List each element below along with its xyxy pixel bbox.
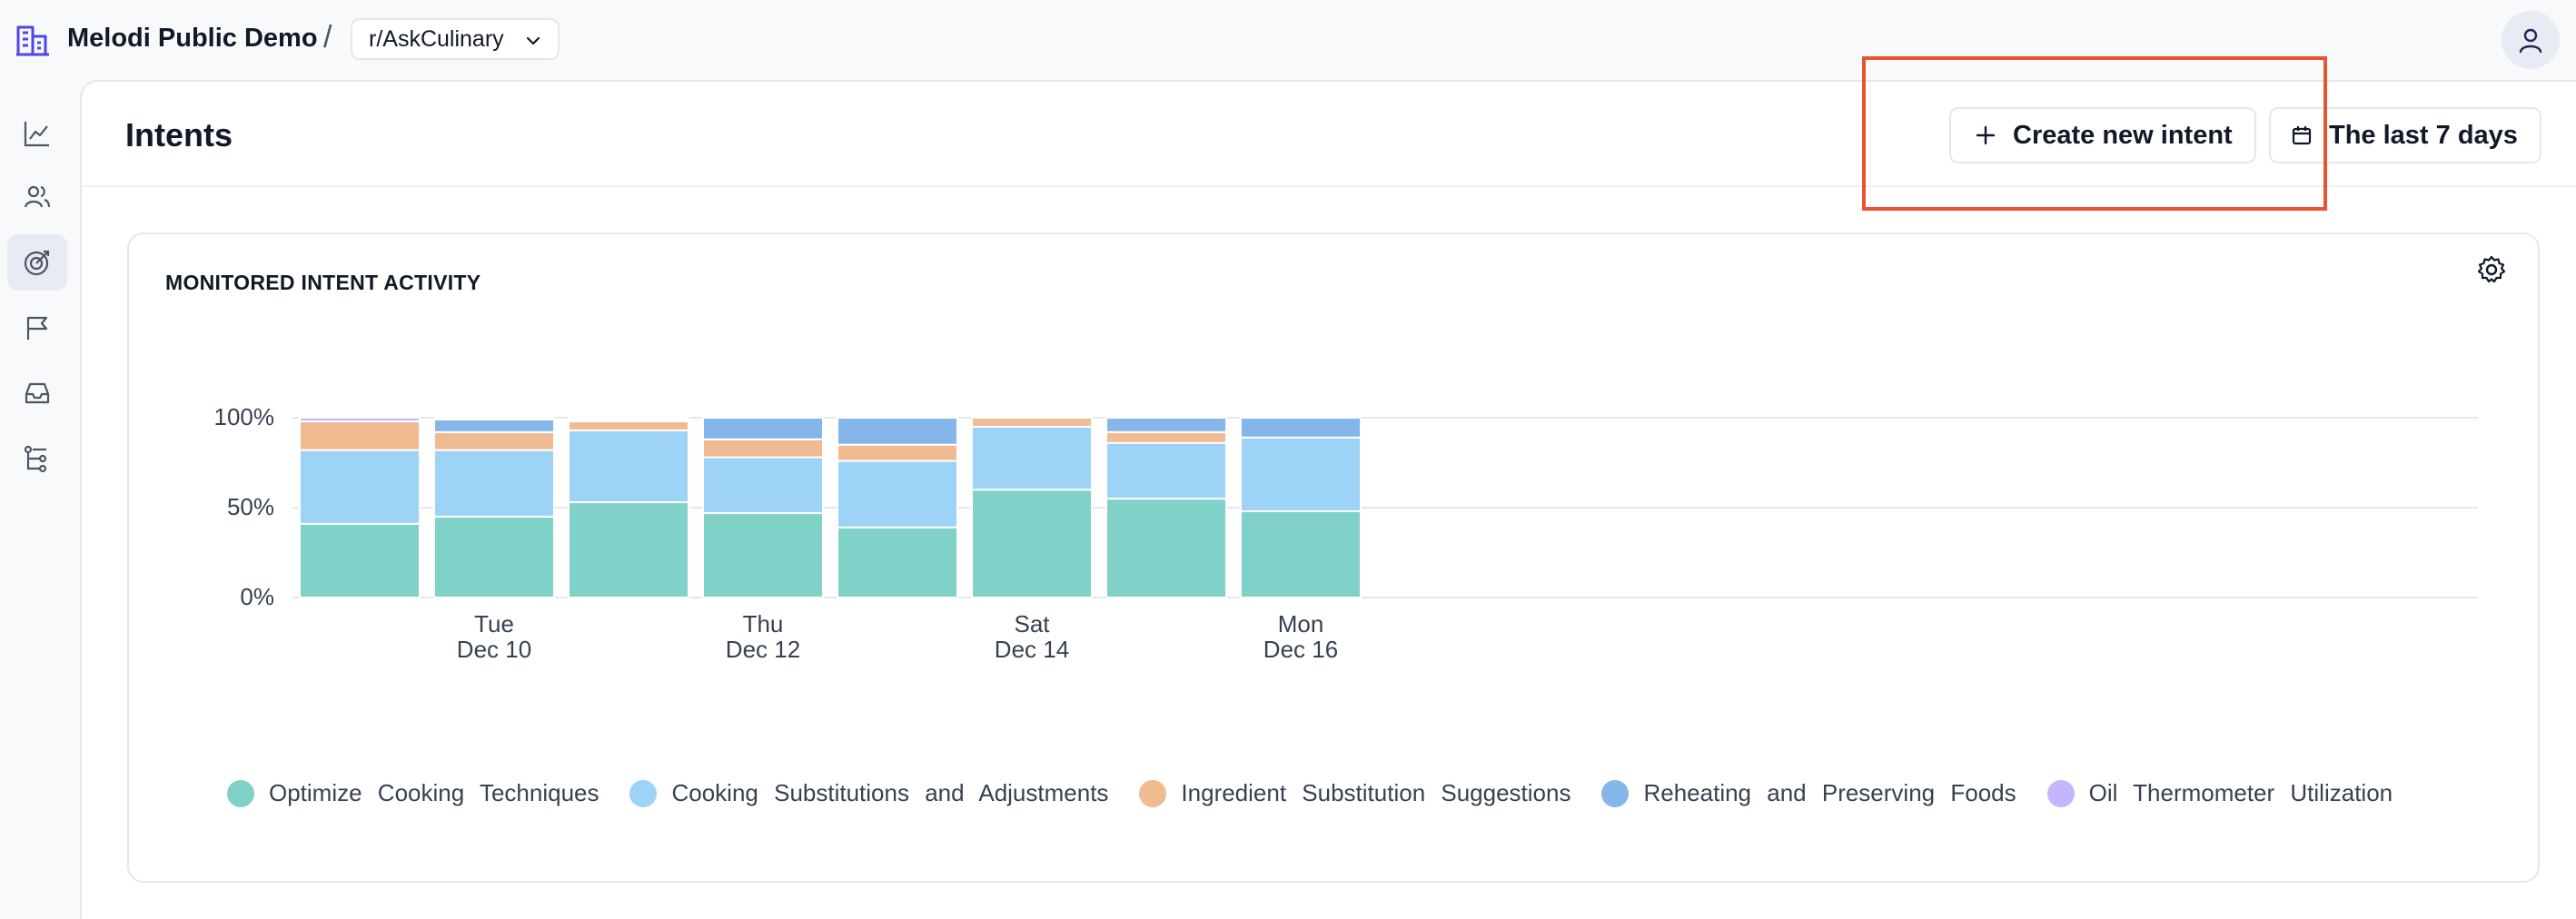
bar-segment [568, 429, 689, 504]
x-tick-date: Dec 14 [995, 636, 1069, 663]
bar-segment [299, 417, 421, 422]
legend-item[interactable]: Oil Thermometer Utilization [2046, 779, 2393, 807]
y-tick-label: 100% [214, 403, 275, 430]
bar-segment [433, 418, 555, 433]
legend-item[interactable]: Reheating and Preserving Foods [1601, 779, 2016, 807]
plus-icon [1976, 125, 1996, 145]
sidebar-item-users[interactable] [7, 169, 67, 225]
sidebar-item-flags[interactable] [7, 300, 67, 356]
bar-segment [568, 501, 689, 598]
chart-legend: Optimize Cooking Techniques Cooking Subst… [227, 779, 2423, 807]
bar-segment [837, 460, 958, 529]
x-tick-day: Mon [1278, 610, 1324, 637]
legend-swatch [2046, 779, 2075, 807]
bar-segment [1105, 441, 1227, 500]
page-title: Intents [125, 116, 233, 153]
bar-segment [299, 449, 421, 525]
calendar-icon [2292, 126, 2312, 145]
bar-segment [433, 430, 555, 451]
bar-segment [702, 438, 824, 459]
y-tick-label: 50% [227, 493, 274, 520]
x-tick-date: Dec 16 [1263, 636, 1338, 663]
bar-segment [433, 515, 555, 598]
legend-swatch [227, 779, 254, 807]
bar-segment [971, 425, 1093, 491]
legend-swatch [629, 779, 658, 807]
bar-segment [433, 417, 555, 420]
sidebar-item-hierarchy[interactable] [7, 430, 67, 487]
hierarchy-icon [24, 445, 47, 473]
x-tick-date: Dec 12 [726, 636, 800, 663]
bar-segment [1105, 417, 1227, 433]
date-range-label: The last 7 days [2329, 120, 2518, 150]
x-tick-day: Tue [474, 610, 514, 637]
building-logo-icon[interactable] [15, 22, 51, 58]
sidebar-item-inbox[interactable] [7, 365, 67, 421]
header-divider [82, 185, 2576, 187]
bar-segment [568, 417, 689, 420]
x-tick-date: Dec 10 [457, 636, 531, 663]
project-select-value: r/AskCulinary [369, 25, 504, 52]
sidebar [0, 80, 80, 919]
chart-line-icon [24, 122, 49, 147]
bar-segment [971, 489, 1093, 599]
bar-segment [837, 526, 958, 598]
sidebar-item-analytics[interactable] [7, 105, 67, 162]
x-tick-day: Thu [743, 610, 784, 637]
users-icon [24, 185, 51, 208]
main-panel: Intents Create new intent The last 7 day… [80, 80, 2576, 919]
legend-swatch [1139, 779, 1167, 807]
bar-segment [702, 456, 824, 514]
bar-segment [837, 417, 958, 446]
bar-segment [702, 511, 824, 598]
legend-label: Ingredient Substitution Suggestions [1181, 779, 1571, 806]
user-icon [2519, 28, 2542, 54]
bar-segment [299, 420, 421, 451]
chevron-down-icon [526, 36, 540, 45]
legend-label: Cooking Substitutions and Adjustments [671, 779, 1109, 806]
bar-segment [971, 417, 1093, 428]
legend-item[interactable]: Ingredient Substitution Suggestions [1139, 779, 1570, 807]
x-tick-day: Sat [1014, 610, 1050, 637]
bar-segment [299, 522, 421, 599]
bar-segment [433, 449, 555, 518]
annotation-highlight-box [1862, 56, 2327, 211]
y-tick-label: 0% [240, 583, 274, 610]
bar-segment [568, 420, 689, 431]
create-new-intent-label: Create new intent [2013, 120, 2233, 150]
bar-segment [1240, 417, 1362, 439]
bar-segment [837, 443, 958, 462]
flag-icon [26, 316, 48, 340]
project-select[interactable]: r/AskCulinary [351, 18, 560, 60]
inbox-icon [25, 382, 50, 404]
user-avatar-button[interactable] [2502, 11, 2560, 69]
legend-swatch [1601, 779, 1630, 807]
legend-item[interactable]: Cooking Substitutions and Adjustments [629, 779, 1108, 807]
create-new-intent-button[interactable]: Create new intent [1949, 107, 2256, 163]
sidebar-item-intents[interactable] [7, 234, 67, 291]
legend-label: Optimize Cooking Techniques [269, 779, 599, 806]
bar-segment [702, 417, 824, 440]
card-title: MONITORED INTENT ACTIVITY [165, 271, 481, 294]
legend-item[interactable]: Optimize Cooking Techniques [227, 779, 599, 807]
bar-segment [1240, 509, 1362, 598]
bar-segment [1240, 436, 1362, 512]
target-icon [24, 250, 50, 276]
bar-segment [1105, 430, 1227, 444]
legend-label: Reheating and Preserving Foods [1643, 779, 2016, 806]
date-range-button[interactable]: The last 7 days [2269, 107, 2541, 163]
bar-segment [1105, 498, 1227, 599]
org-name[interactable]: Melodi Public Demo [67, 24, 318, 53]
legend-label: Oil Thermometer Utilization [2088, 779, 2393, 806]
intent-activity-card: MONITORED INTENT ACTIVITY 0% 50% 100% Tue De… [127, 232, 2540, 883]
gear-icon[interactable] [2476, 254, 2507, 285]
top-bar: Melodi Public Demo / r/AskCulinary [0, 0, 2576, 80]
breadcrumb-separator: / [323, 20, 332, 54]
